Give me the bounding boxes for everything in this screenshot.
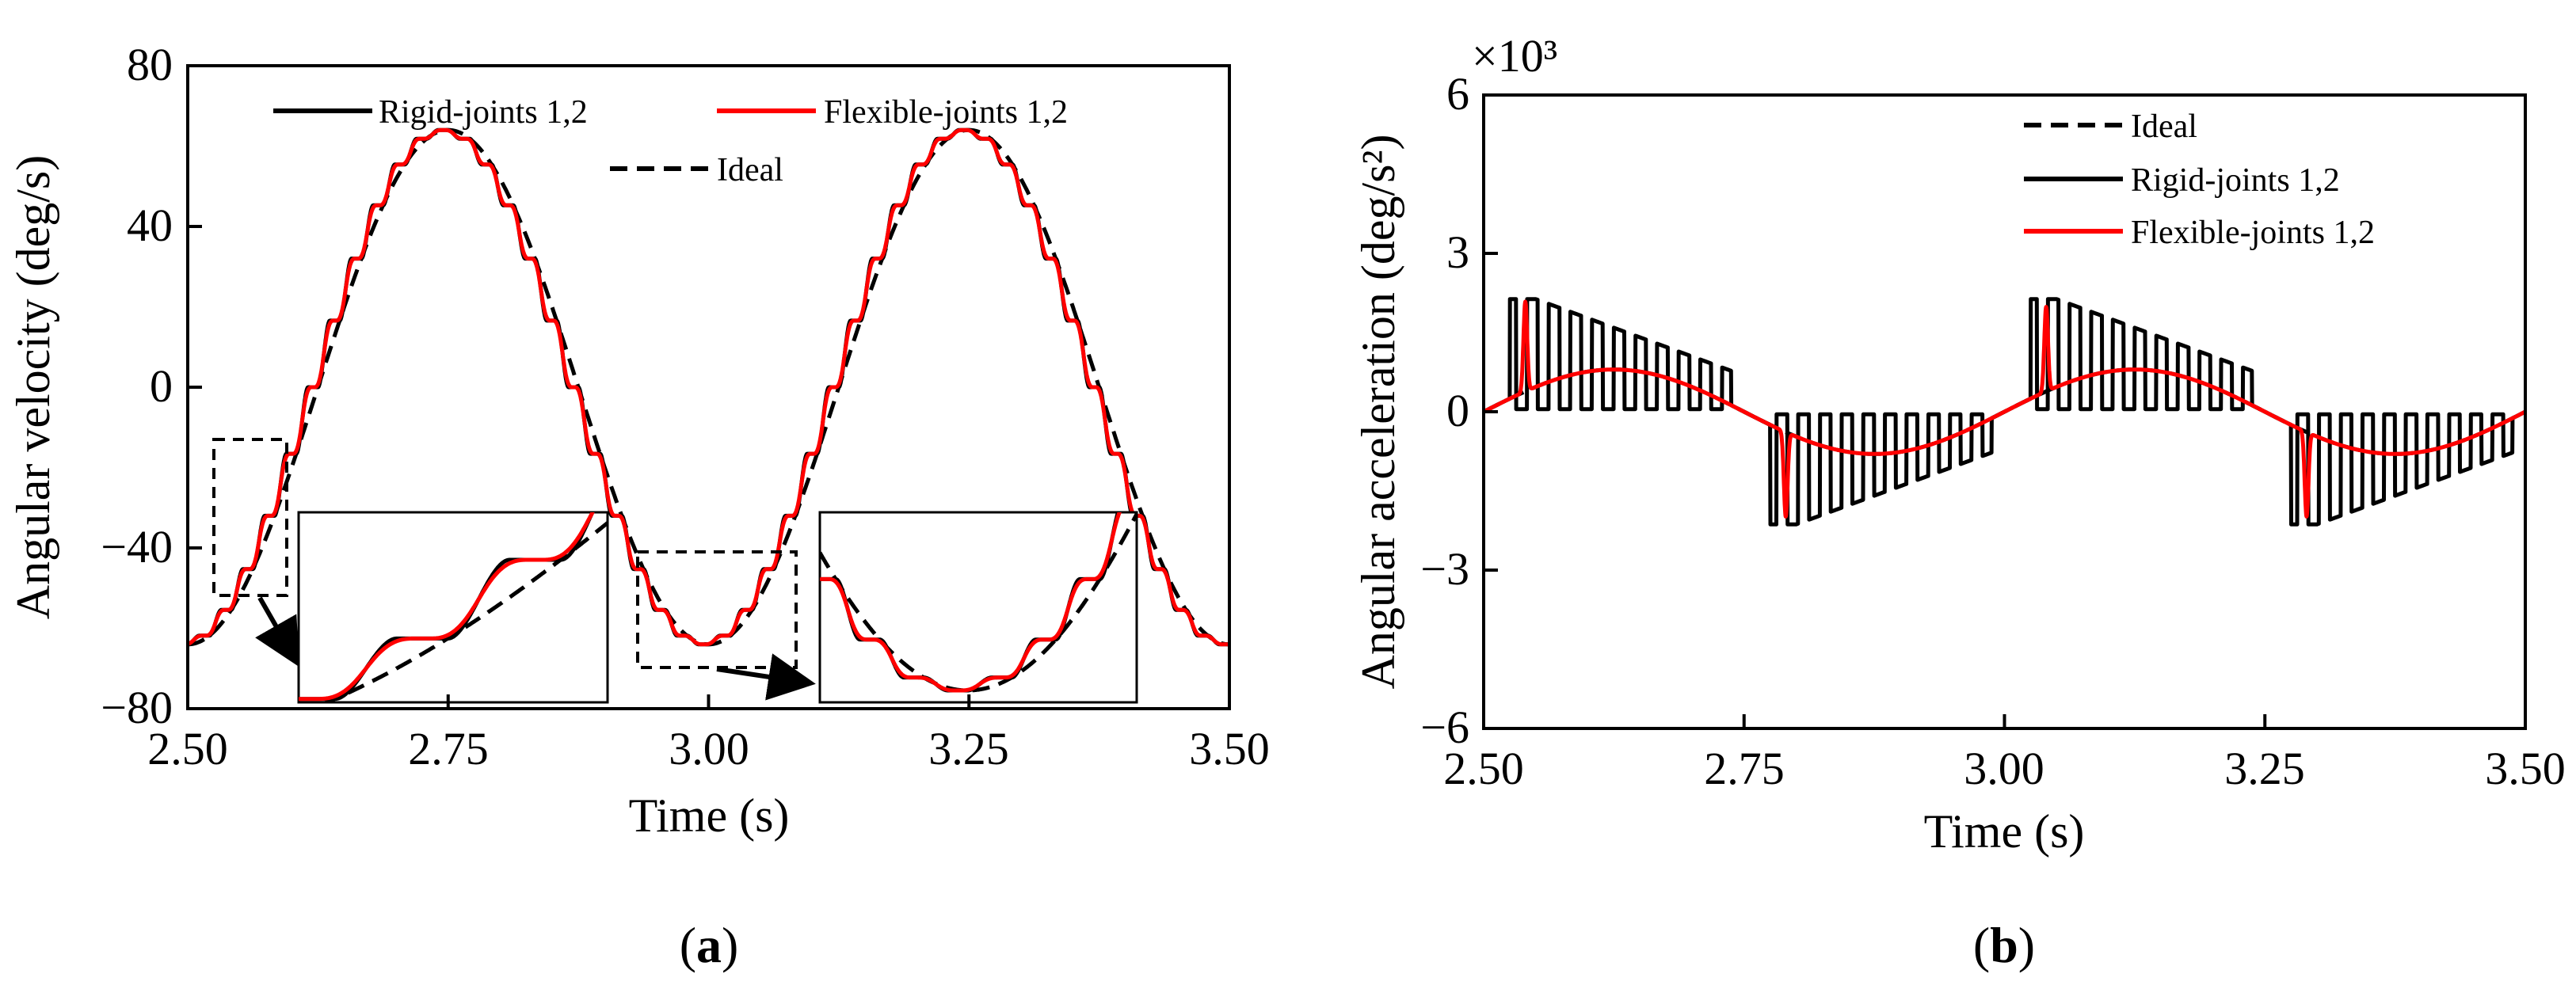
zoom-inset-2 (818, 511, 1138, 704)
a-ylabel: Angular velocity (deg/s) (7, 155, 59, 620)
b-xtick-250: 2.50 (1443, 743, 1524, 794)
a-ytick-m40: −40 (101, 521, 173, 572)
zoom-box-1-source (212, 438, 288, 597)
a-xtick-275: 2.75 (408, 723, 489, 774)
a-legend-ideal: Ideal (717, 152, 783, 188)
zoom-arrow-1 (255, 596, 299, 667)
zoom1-flexible (299, 512, 595, 702)
zoom-box-2-source (636, 550, 798, 669)
b-ytick-0: 0 (1446, 385, 1469, 436)
a-ytick-m80: −80 (101, 682, 173, 733)
b-xtick-325: 3.25 (2224, 743, 2305, 794)
a-panel-label: (a) (680, 917, 739, 973)
a-ytick-0: 0 (150, 360, 173, 412)
zoom2-flexible (820, 512, 1122, 693)
a-xtick-350: 3.50 (1189, 723, 1270, 774)
a-series-flexible (188, 127, 1229, 647)
b-xtick-300: 3.00 (1964, 743, 2044, 794)
b-xtick-350: 3.50 (2485, 743, 2566, 794)
chart-a: 80 40 0 −40 −80 2.50 2.75 3.00 3.25 3.50… (7, 39, 1270, 973)
chart-b-ticks (1482, 93, 2527, 730)
b-xlabel: Time (s) (1924, 805, 2085, 858)
chart-b-lines (1484, 297, 2525, 527)
b-multiplier: ×10³ (1472, 30, 1557, 82)
b-xtick-275: 2.75 (1704, 743, 1785, 794)
a-legend-flexible: Flexible-joints 1,2 (824, 94, 1068, 131)
b-ytick-m6: −6 (1420, 702, 1469, 753)
chart-b-legend: Ideal Rigid-joints 1,2 Flexible-joints 1… (2024, 108, 2375, 251)
chart-a-lines (188, 127, 1229, 647)
b-ylabel: Angular acceleration (deg/s²) (1352, 135, 1404, 690)
b-legend-ideal: Ideal (2131, 108, 2197, 145)
b-legend-rigid: Rigid-joints 1,2 (2131, 162, 2340, 199)
a-ytick-80: 80 (127, 39, 173, 90)
b-ytick-3: 3 (1446, 226, 1469, 278)
b-panel-label: (b) (1973, 917, 2035, 973)
zoom2-ideal (820, 513, 1137, 693)
b-ytick-m3: −3 (1420, 543, 1469, 595)
a-xtick-300: 3.00 (669, 723, 749, 774)
b-legend-flexible: Flexible-joints 1,2 (2131, 215, 2375, 251)
chart-a-ticks (186, 64, 1231, 710)
zoom-inset-1 (297, 511, 609, 704)
a-legend-rigid: Rigid-joints 1,2 (379, 94, 588, 131)
a-xtick-325: 3.25 (928, 723, 1009, 774)
a-ytick-40: 40 (127, 200, 173, 251)
a-xlabel: Time (s) (629, 789, 790, 842)
b-ytick-6: 6 (1446, 68, 1469, 120)
chart-a-legend: Rigid-joints 1,2 Flexible-joints 1,2 Ide… (273, 94, 1068, 188)
chart-b: ×10³ 6 3 0 −3 −6 2.50 2.75 3.00 3.25 3.5… (1352, 30, 2566, 973)
zoom-arrow-2 (716, 653, 816, 701)
a-xtick-250: 2.50 (147, 723, 228, 774)
b-series-flexible (1484, 299, 2525, 519)
